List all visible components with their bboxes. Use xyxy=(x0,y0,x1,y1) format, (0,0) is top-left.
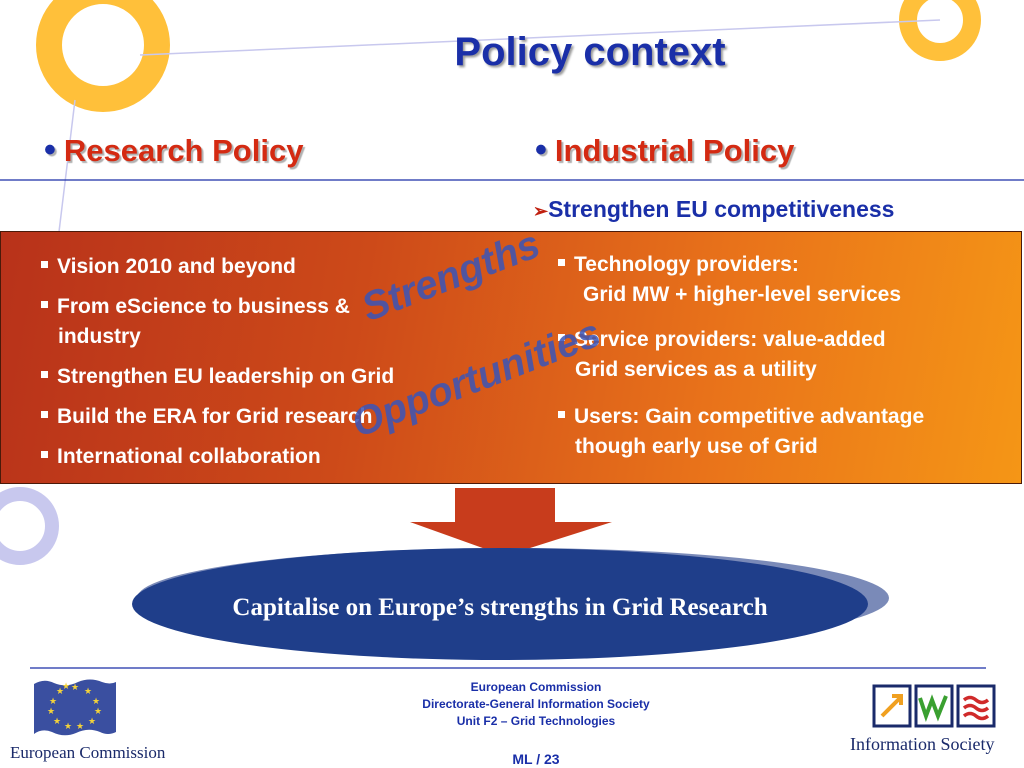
thin-line-vertical xyxy=(57,99,76,241)
industrial-policy-heading: • Industrial Policy xyxy=(535,131,794,170)
svg-text:★: ★ xyxy=(64,722,72,732)
square-bullet-icon xyxy=(558,410,565,418)
banner-ellipse xyxy=(132,548,868,660)
list-item-text: Users: Gain competitive advantage xyxy=(574,405,925,428)
list-item-text: Technology providers: xyxy=(574,253,799,276)
lilac-ring-left xyxy=(0,487,59,565)
square-bullet-icon xyxy=(41,370,48,378)
svg-text:★: ★ xyxy=(47,707,55,717)
information-society-icon xyxy=(872,684,996,728)
square-bullet-icon xyxy=(41,300,48,308)
list-item-text: International collaboration xyxy=(57,445,321,468)
square-bullet-icon xyxy=(41,260,48,268)
square-bullet-icon xyxy=(558,258,565,266)
list-item: From eScience to business & xyxy=(41,292,350,322)
svg-text:★: ★ xyxy=(84,687,92,697)
orange-panel xyxy=(0,231,1022,484)
list-item-continuation: though early use of Grid xyxy=(575,435,818,458)
svg-text:★: ★ xyxy=(56,687,64,697)
list-item: Technology providers: xyxy=(558,250,799,280)
industrial-policy-label: Industrial Policy xyxy=(554,133,795,168)
right-subheading: ➢Strengthen EU competitiveness xyxy=(533,196,894,223)
svg-text:★: ★ xyxy=(49,697,57,707)
yellow-ring-top-left xyxy=(36,0,170,112)
svg-text:★: ★ xyxy=(76,722,84,732)
information-society-logo-label: Information Society xyxy=(850,734,995,754)
european-commission-logo-label: European Commission xyxy=(10,743,166,762)
svg-text:★: ★ xyxy=(88,717,96,727)
page-title: Policy context xyxy=(454,30,726,74)
thin-line-top xyxy=(139,19,941,56)
footer-line-1: European Commission xyxy=(470,680,602,694)
svg-text:★: ★ xyxy=(92,697,100,707)
down-arrow-icon xyxy=(410,488,612,556)
banner-text: Capitalise on Europe’s strengths in Grid… xyxy=(232,594,768,621)
footer-line-3: Unit F2 – Grid Technologies xyxy=(456,714,616,728)
svg-text:★: ★ xyxy=(53,717,61,727)
bullet-dot-icon: • xyxy=(535,131,547,169)
square-bullet-icon xyxy=(41,450,48,458)
list-item: Vision 2010 and beyond xyxy=(41,252,296,282)
list-item: Service providers: value-added xyxy=(558,325,886,355)
svg-text:★: ★ xyxy=(62,682,70,692)
right-subheading-text: Strengthen EU competitiveness xyxy=(548,196,895,222)
list-item-text: Service providers: value-added xyxy=(574,328,886,351)
list-item-text: Vision 2010 and beyond xyxy=(57,255,296,278)
bullet-dot-icon: • xyxy=(44,131,56,169)
square-bullet-icon xyxy=(558,333,565,341)
list-item-text: Build the ERA for Grid research xyxy=(57,405,373,428)
list-item-text: From eScience to business & xyxy=(57,295,350,318)
list-item: Build the ERA for Grid research xyxy=(41,402,372,432)
arrow-bullet-icon: ➢ xyxy=(533,201,549,221)
footer-line-2: Directorate-General Information Society xyxy=(422,697,650,711)
yellow-ring-top-right xyxy=(899,0,981,61)
research-policy-heading: • Research Policy xyxy=(44,131,303,170)
list-item: International collaboration xyxy=(41,442,321,472)
list-item-text: Strengthen EU leadership on Grid xyxy=(57,365,395,388)
list-item: Users: Gain competitive advantage xyxy=(558,402,924,432)
page-number: ML / 23 xyxy=(512,751,560,767)
list-item-continuation: Grid services as a utility xyxy=(575,358,817,381)
square-bullet-icon xyxy=(41,410,48,418)
list-item-continuation: Grid MW + higher-level services xyxy=(583,283,902,306)
svg-text:★: ★ xyxy=(94,707,102,717)
research-policy-label: Research Policy xyxy=(63,133,304,168)
eu-flag-icon: ★ ★★ ★★★ ★★★ ★★★ xyxy=(34,679,116,736)
list-item-continuation: industry xyxy=(58,325,141,348)
svg-text:★: ★ xyxy=(71,683,79,693)
list-item: Strengthen EU leadership on Grid xyxy=(41,362,394,392)
